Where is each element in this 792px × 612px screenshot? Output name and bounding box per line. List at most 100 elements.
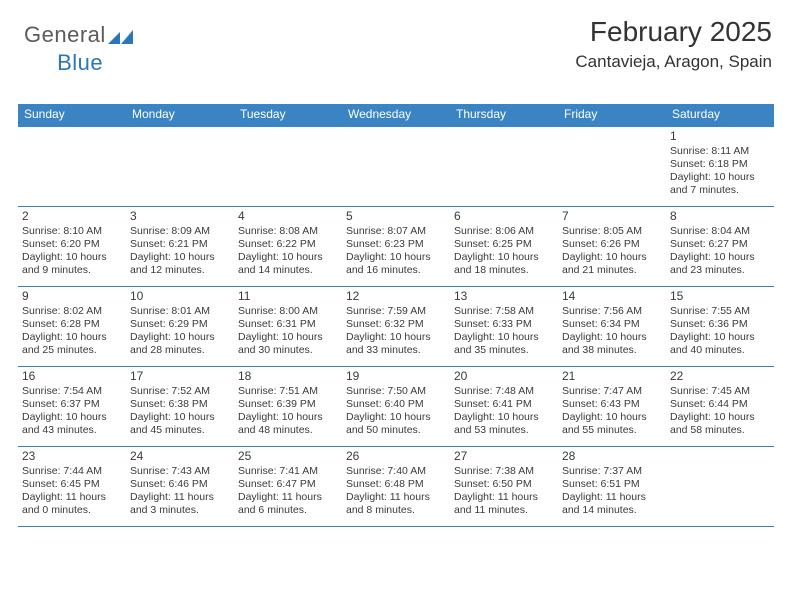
day-number: 5	[346, 209, 446, 224]
calendar-cell	[558, 126, 666, 206]
calendar-cell	[234, 126, 342, 206]
calendar-cell: 13Sunrise: 7:58 AMSunset: 6:33 PMDayligh…	[450, 286, 558, 366]
day-day2: and 35 minutes.	[454, 344, 554, 357]
day-day1: Daylight: 11 hours	[238, 491, 338, 504]
day-sunrise: Sunrise: 7:52 AM	[130, 385, 230, 398]
day-day1: Daylight: 10 hours	[346, 411, 446, 424]
day-sunrise: Sunrise: 8:04 AM	[670, 225, 770, 238]
day-sunrise: Sunrise: 7:43 AM	[130, 465, 230, 478]
day-sunset: Sunset: 6:23 PM	[346, 238, 446, 251]
day-day2: and 14 minutes.	[238, 264, 338, 277]
calendar-cell: 1Sunrise: 8:11 AMSunset: 6:18 PMDaylight…	[666, 126, 774, 206]
day-details: Sunrise: 8:04 AMSunset: 6:27 PMDaylight:…	[670, 225, 770, 278]
day-number: 7	[562, 209, 662, 224]
calendar: Sunday Monday Tuesday Wednesday Thursday…	[18, 104, 774, 527]
day-day2: and 43 minutes.	[22, 424, 122, 437]
day-sunset: Sunset: 6:18 PM	[670, 158, 770, 171]
day-number: 10	[130, 289, 230, 304]
day-details: Sunrise: 8:02 AMSunset: 6:28 PMDaylight:…	[22, 305, 122, 358]
day-sunrise: Sunrise: 7:44 AM	[22, 465, 122, 478]
day-day2: and 55 minutes.	[562, 424, 662, 437]
day-number: 26	[346, 449, 446, 464]
calendar-cell: 12Sunrise: 7:59 AMSunset: 6:32 PMDayligh…	[342, 286, 450, 366]
logo-word-general: General	[24, 22, 106, 47]
calendar-week: 16Sunrise: 7:54 AMSunset: 6:37 PMDayligh…	[18, 366, 774, 446]
day-sunrise: Sunrise: 8:11 AM	[670, 145, 770, 158]
day-sunset: Sunset: 6:44 PM	[670, 398, 770, 411]
day-number: 11	[238, 289, 338, 304]
day-day1: Daylight: 10 hours	[346, 331, 446, 344]
day-day2: and 40 minutes.	[670, 344, 770, 357]
day-day1: Daylight: 11 hours	[22, 491, 122, 504]
day-day1: Daylight: 10 hours	[130, 331, 230, 344]
day-sunrise: Sunrise: 8:08 AM	[238, 225, 338, 238]
day-number: 23	[22, 449, 122, 464]
day-day1: Daylight: 11 hours	[454, 491, 554, 504]
day-sunset: Sunset: 6:32 PM	[346, 318, 446, 331]
calendar-cell: 24Sunrise: 7:43 AMSunset: 6:46 PMDayligh…	[126, 446, 234, 526]
day-details: Sunrise: 7:55 AMSunset: 6:36 PMDaylight:…	[670, 305, 770, 358]
day-header-sunday: Sunday	[18, 104, 126, 126]
calendar-cell: 19Sunrise: 7:50 AMSunset: 6:40 PMDayligh…	[342, 366, 450, 446]
day-day2: and 16 minutes.	[346, 264, 446, 277]
day-sunrise: Sunrise: 7:45 AM	[670, 385, 770, 398]
day-sunset: Sunset: 6:33 PM	[454, 318, 554, 331]
day-sunset: Sunset: 6:47 PM	[238, 478, 338, 491]
day-sunrise: Sunrise: 7:55 AM	[670, 305, 770, 318]
day-number: 8	[670, 209, 770, 224]
day-sunset: Sunset: 6:40 PM	[346, 398, 446, 411]
day-day2: and 6 minutes.	[238, 504, 338, 517]
day-sunrise: Sunrise: 7:47 AM	[562, 385, 662, 398]
day-number: 24	[130, 449, 230, 464]
day-sunset: Sunset: 6:27 PM	[670, 238, 770, 251]
day-header-wednesday: Wednesday	[342, 104, 450, 126]
day-day1: Daylight: 10 hours	[238, 411, 338, 424]
day-day1: Daylight: 10 hours	[130, 411, 230, 424]
calendar-bottom-rule	[18, 526, 774, 527]
calendar-cell: 11Sunrise: 8:00 AMSunset: 6:31 PMDayligh…	[234, 286, 342, 366]
day-sunrise: Sunrise: 7:37 AM	[562, 465, 662, 478]
calendar-cell: 21Sunrise: 7:47 AMSunset: 6:43 PMDayligh…	[558, 366, 666, 446]
day-number: 16	[22, 369, 122, 384]
page-title: February 2025	[575, 16, 772, 48]
day-details: Sunrise: 7:43 AMSunset: 6:46 PMDaylight:…	[130, 465, 230, 518]
day-sunset: Sunset: 6:51 PM	[562, 478, 662, 491]
day-details: Sunrise: 7:38 AMSunset: 6:50 PMDaylight:…	[454, 465, 554, 518]
day-details: Sunrise: 8:01 AMSunset: 6:29 PMDaylight:…	[130, 305, 230, 358]
calendar-weeks: 1Sunrise: 8:11 AMSunset: 6:18 PMDaylight…	[18, 126, 774, 526]
day-details: Sunrise: 7:59 AMSunset: 6:32 PMDaylight:…	[346, 305, 446, 358]
day-header-friday: Friday	[558, 104, 666, 126]
day-number: 14	[562, 289, 662, 304]
day-header-monday: Monday	[126, 104, 234, 126]
day-number: 1	[670, 129, 770, 144]
day-number: 22	[670, 369, 770, 384]
day-day1: Daylight: 10 hours	[454, 331, 554, 344]
calendar-cell: 2Sunrise: 8:10 AMSunset: 6:20 PMDaylight…	[18, 206, 126, 286]
logo-text: General Blue	[24, 22, 134, 76]
calendar-cell: 4Sunrise: 8:08 AMSunset: 6:22 PMDaylight…	[234, 206, 342, 286]
day-day1: Daylight: 10 hours	[238, 331, 338, 344]
day-sunset: Sunset: 6:31 PM	[238, 318, 338, 331]
day-day2: and 21 minutes.	[562, 264, 662, 277]
day-sunset: Sunset: 6:28 PM	[22, 318, 122, 331]
day-day2: and 53 minutes.	[454, 424, 554, 437]
day-day2: and 30 minutes.	[238, 344, 338, 357]
calendar-cell: 26Sunrise: 7:40 AMSunset: 6:48 PMDayligh…	[342, 446, 450, 526]
day-sunset: Sunset: 6:48 PM	[346, 478, 446, 491]
day-day1: Daylight: 10 hours	[562, 251, 662, 264]
day-sunrise: Sunrise: 7:56 AM	[562, 305, 662, 318]
logo-word-blue2	[24, 50, 57, 75]
day-details: Sunrise: 8:11 AMSunset: 6:18 PMDaylight:…	[670, 145, 770, 198]
calendar-cell: 20Sunrise: 7:48 AMSunset: 6:41 PMDayligh…	[450, 366, 558, 446]
calendar-week: 23Sunrise: 7:44 AMSunset: 6:45 PMDayligh…	[18, 446, 774, 526]
day-sunrise: Sunrise: 8:02 AM	[22, 305, 122, 318]
day-day1: Daylight: 11 hours	[130, 491, 230, 504]
day-day2: and 23 minutes.	[670, 264, 770, 277]
calendar-week: 1Sunrise: 8:11 AMSunset: 6:18 PMDaylight…	[18, 126, 774, 206]
calendar-cell: 16Sunrise: 7:54 AMSunset: 6:37 PMDayligh…	[18, 366, 126, 446]
day-day1: Daylight: 10 hours	[22, 251, 122, 264]
day-sunrise: Sunrise: 8:09 AM	[130, 225, 230, 238]
day-day2: and 28 minutes.	[130, 344, 230, 357]
day-sunset: Sunset: 6:34 PM	[562, 318, 662, 331]
day-sunrise: Sunrise: 8:00 AM	[238, 305, 338, 318]
